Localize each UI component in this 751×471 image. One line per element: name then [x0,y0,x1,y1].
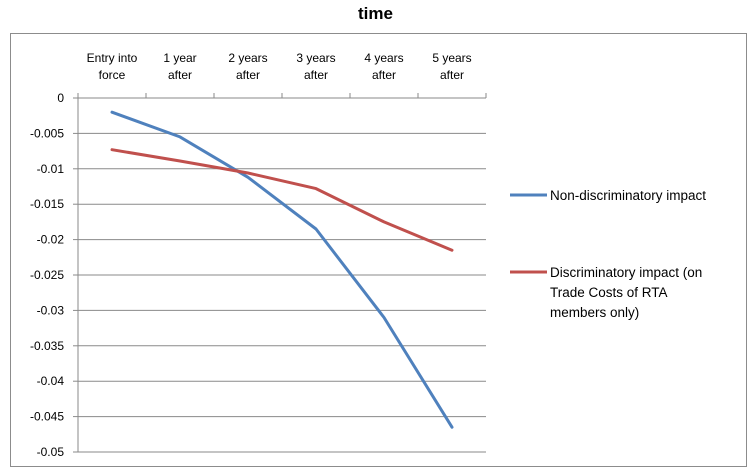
legend-label-2: Trade Costs of RTA [550,285,668,300]
y-tick-label: -0.045 [30,410,64,424]
x-category-label: 5 years [432,51,471,65]
y-tick-label: -0.025 [30,268,64,282]
x-category-label: 4 years [364,51,403,65]
y-tick-label: -0.01 [37,162,65,176]
x-category-label: force [99,68,126,82]
y-tick-label: -0.02 [37,233,65,247]
x-category-label: after [236,68,260,82]
y-tick-label: -0.035 [30,339,64,353]
legend-label-2: members only) [550,305,639,320]
legend-label-2: Discriminatory impact (on [550,265,702,280]
chart-frame [10,33,747,467]
y-tick-label: -0.015 [30,197,64,211]
x-category-label: 3 years [296,51,335,65]
x-category-label: Entry into [87,51,138,65]
x-category-label: after [168,68,192,82]
legend-label-1: Non-discriminatory impact [550,188,706,203]
x-category-label: 1 year [163,51,196,65]
y-tick-label: -0.005 [30,126,64,140]
y-tick-label: 0 [57,91,64,105]
chart-title: time [358,4,393,23]
series-line-1 [110,110,454,429]
series-line-2 [110,148,454,252]
y-tick-label: -0.04 [37,374,65,388]
y-tick-label: -0.05 [37,445,65,459]
x-category-label: 2 years [228,51,267,65]
y-tick-label: -0.03 [37,303,65,317]
x-category-label: after [372,68,396,82]
x-category-label: after [440,68,464,82]
x-category-label: after [304,68,328,82]
